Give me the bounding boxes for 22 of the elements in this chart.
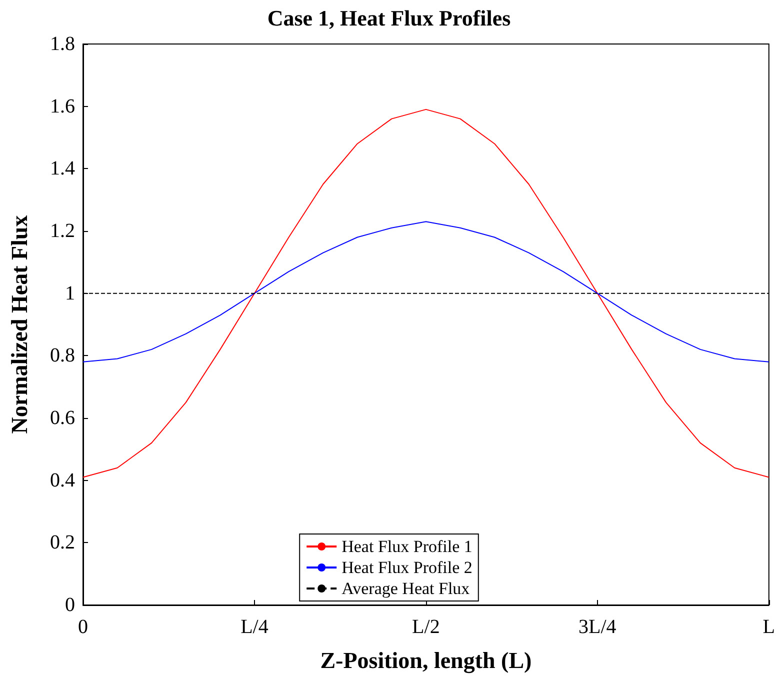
y-tick-label: 1.8 bbox=[50, 33, 75, 55]
chart-title: Case 1, Heat Flux Profiles bbox=[267, 6, 512, 30]
legend-label: Average Heat Flux bbox=[342, 579, 470, 598]
y-tick-label: 0.8 bbox=[50, 344, 75, 367]
x-tick-label: 3L/4 bbox=[578, 616, 616, 638]
y-tick-label: 1 bbox=[65, 282, 75, 304]
x-axis-title: Z-Position, length (L) bbox=[320, 648, 532, 674]
y-tick-label: 0 bbox=[65, 594, 75, 616]
y-tick-label: 1.6 bbox=[50, 95, 75, 118]
y-tick-label: 1.2 bbox=[50, 220, 75, 242]
x-tick-label: L bbox=[762, 616, 775, 638]
line-series bbox=[82, 221, 770, 362]
y-tick-label: 1.4 bbox=[50, 158, 75, 180]
line-series bbox=[82, 108, 770, 478]
y-tick-label: 0.6 bbox=[50, 407, 75, 429]
y-axis-title: Normalized Heat Flux bbox=[7, 214, 32, 434]
y-tick-label: 0.4 bbox=[50, 469, 75, 492]
legend-label: Heat Flux Profile 2 bbox=[342, 558, 472, 577]
x-tick-label: L/2 bbox=[412, 616, 440, 638]
y-tick-label: 0.2 bbox=[50, 532, 75, 554]
legend-label: Heat Flux Profile 1 bbox=[342, 537, 472, 556]
x-tick-label: L/4 bbox=[240, 616, 268, 638]
